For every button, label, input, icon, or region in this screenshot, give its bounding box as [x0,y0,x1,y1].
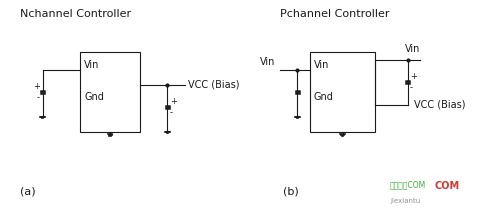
Text: +: + [33,82,40,91]
Text: COM: COM [435,181,460,191]
Text: (a): (a) [20,187,36,197]
Text: +: + [170,97,177,106]
Text: VCC (Bias): VCC (Bias) [188,79,239,89]
Text: Vin: Vin [84,59,100,69]
Text: Gnd: Gnd [84,92,104,102]
Text: Vin: Vin [405,44,420,54]
Text: +: + [410,72,417,81]
Bar [310,52,375,132]
Text: -: - [410,83,413,92]
Text: -: - [170,108,173,117]
Text: Vin: Vin [260,57,276,67]
Text: jiexiantu: jiexiantu [390,199,420,204]
Text: Gnd: Gnd [314,92,334,102]
Text: -: - [37,93,40,102]
Bar [80,52,140,132]
Text: Nchannel Controller: Nchannel Controller [20,10,131,20]
Text: Vin: Vin [314,59,330,69]
Text: Pchannel Controller: Pchannel Controller [280,10,390,20]
Text: (b): (b) [282,187,298,197]
Text: 接线图･COM: 接线图･COM [390,181,426,189]
Text: VCC (Bias): VCC (Bias) [414,100,465,110]
